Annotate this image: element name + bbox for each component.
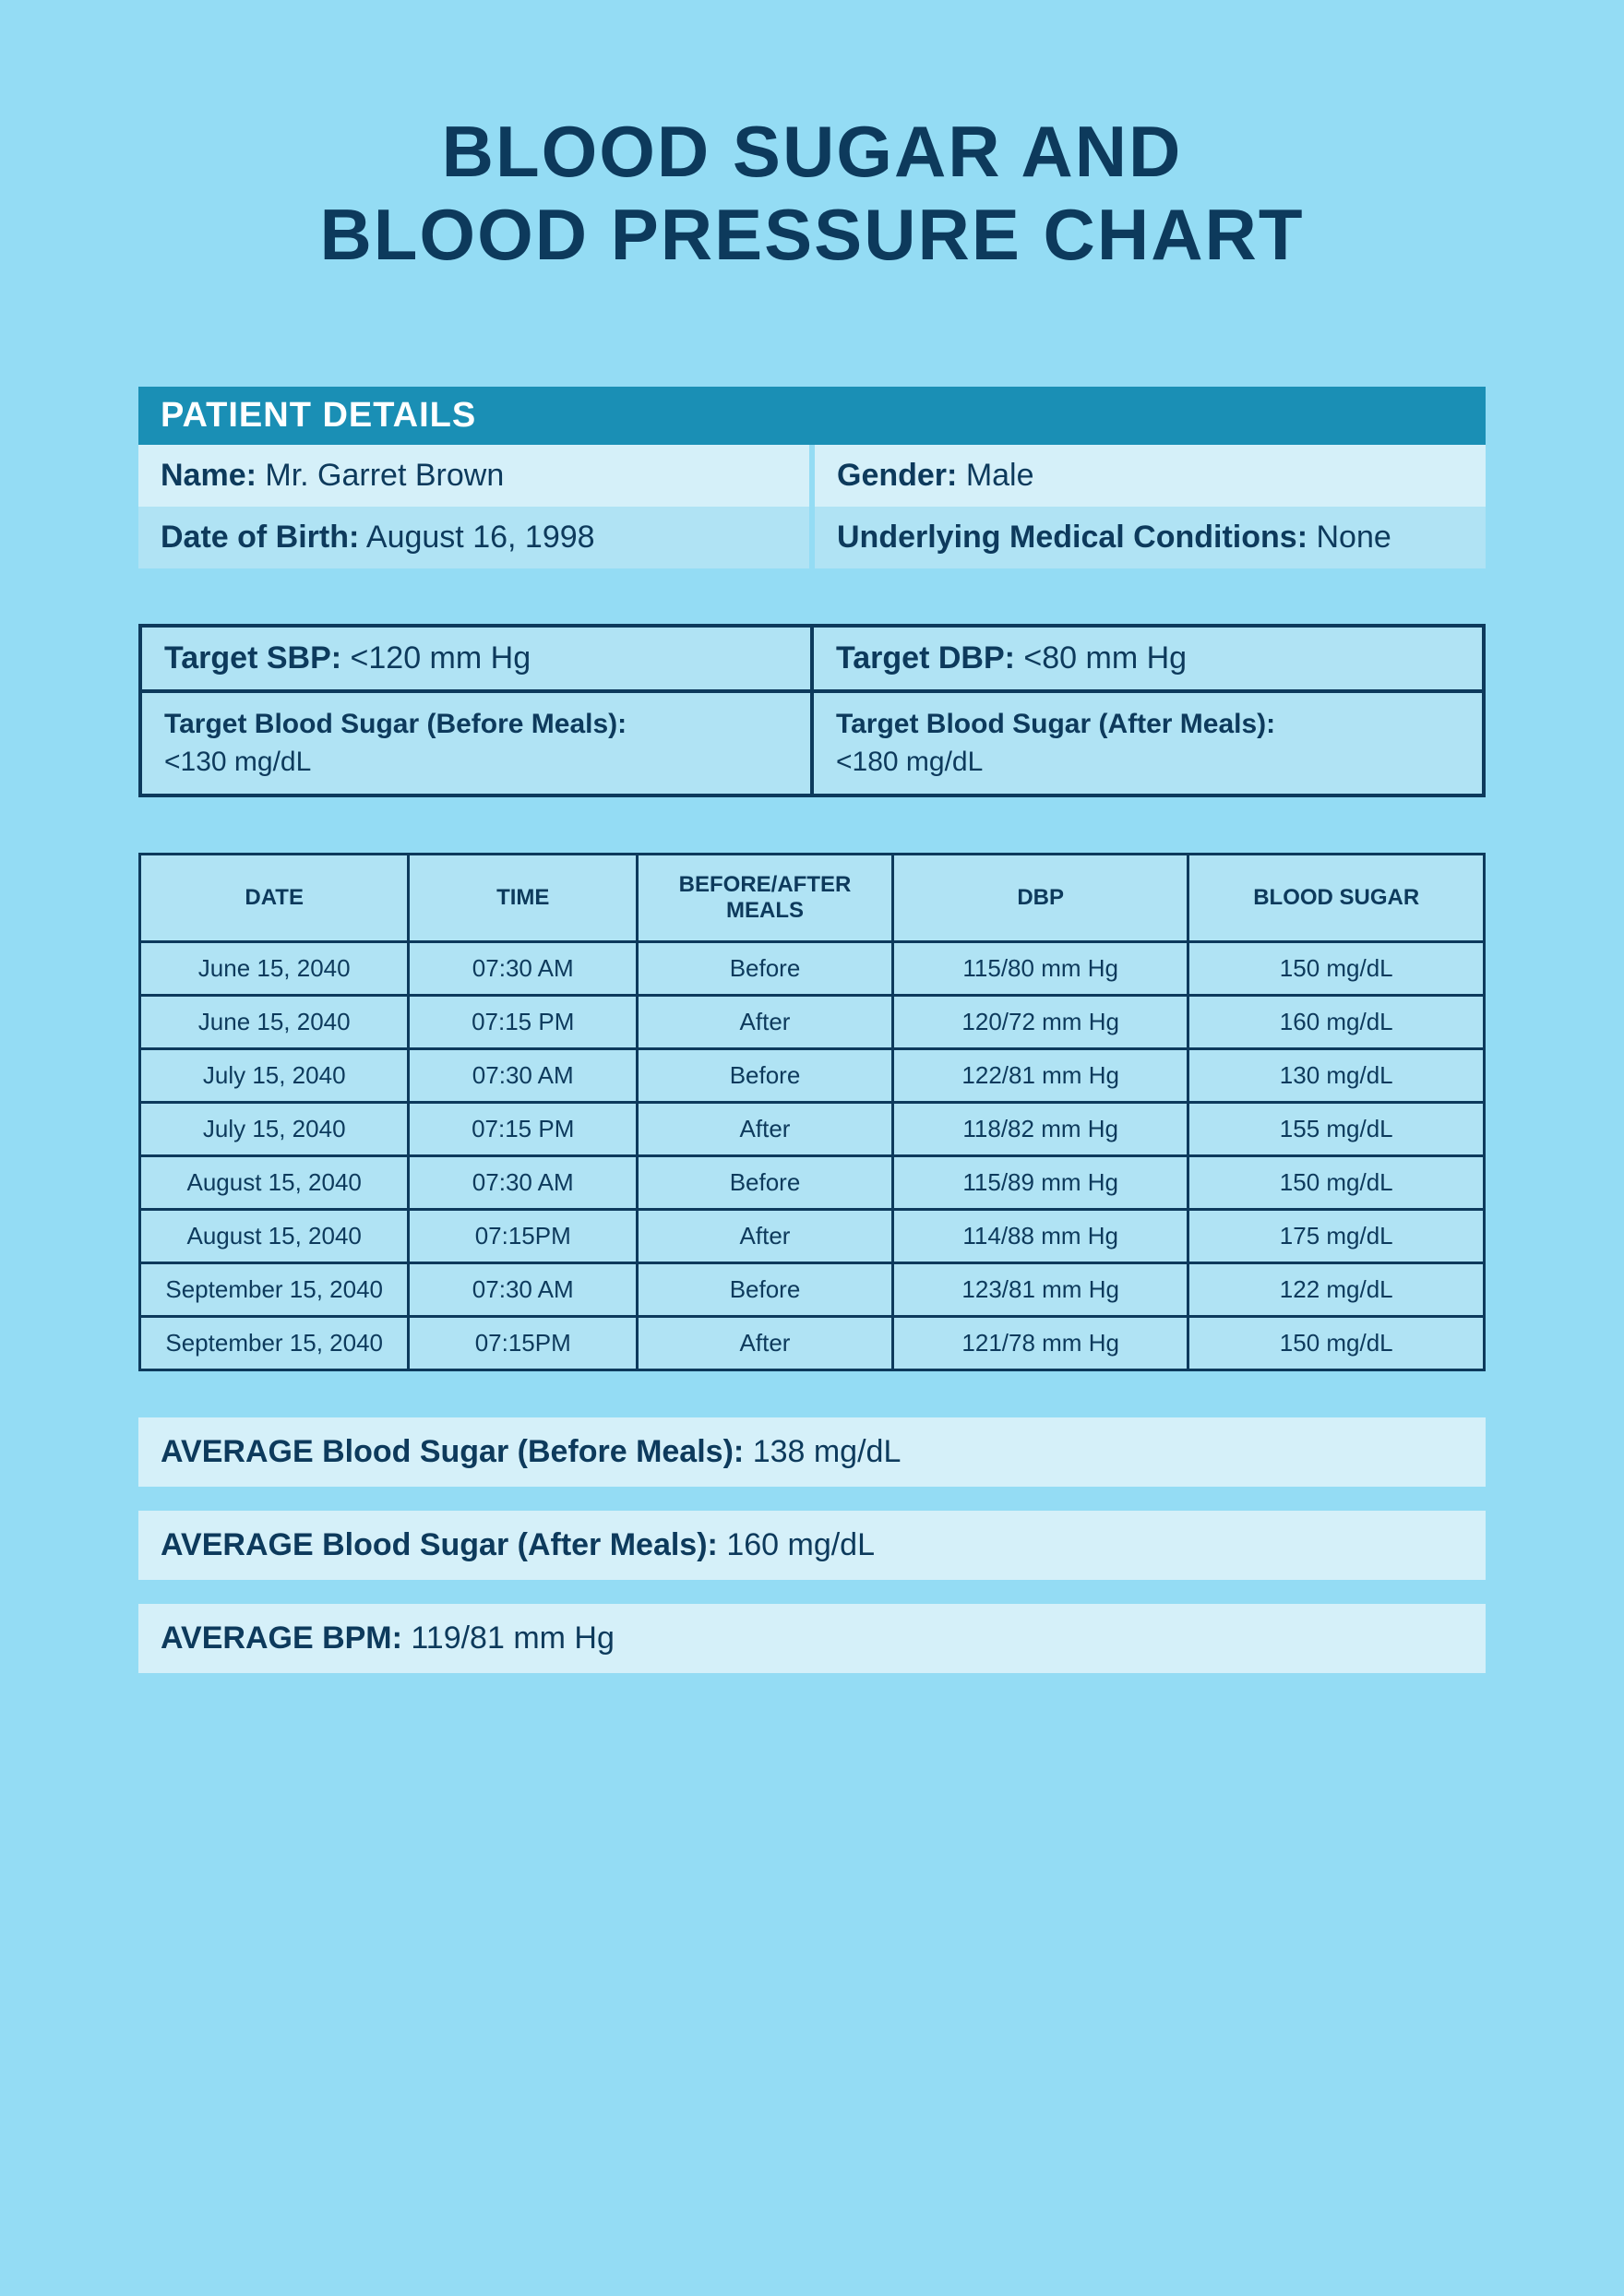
table-row: July 15, 204007:30 AMBefore122/81 mm Hg1… xyxy=(140,1048,1485,1102)
avg-bs-after-value: 160 mg/dL xyxy=(726,1527,875,1562)
target-bs-before-cell: Target Blood Sugar (Before Meals): <130 … xyxy=(142,689,814,794)
table-cell: 155 mg/dL xyxy=(1188,1102,1485,1155)
table-row: August 15, 204007:30 AMBefore115/89 mm H… xyxy=(140,1155,1485,1209)
target-bs-after-label: Target Blood Sugar (After Meals): xyxy=(836,709,1275,739)
readings-table: DATE TIME BEFORE/AFTER MEALS DBP BLOOD S… xyxy=(138,853,1486,1370)
table-row: August 15, 204007:15PMAfter114/88 mm Hg1… xyxy=(140,1209,1485,1262)
table-cell: After xyxy=(638,1316,893,1369)
table-row: July 15, 204007:15 PMAfter118/82 mm Hg15… xyxy=(140,1102,1485,1155)
gender-value: Male xyxy=(966,458,1034,493)
table-cell: 118/82 mm Hg xyxy=(892,1102,1188,1155)
table-cell: After xyxy=(638,1102,893,1155)
avg-bs-after-label: AVERAGE Blood Sugar (After Meals): xyxy=(161,1527,718,1562)
avg-bs-before-value: 138 mg/dL xyxy=(753,1434,902,1469)
table-cell: 114/88 mm Hg xyxy=(892,1209,1188,1262)
patient-details-section: PATIENT DETAILS Name: Mr. Garret Brown G… xyxy=(138,387,1486,568)
target-dbp-value: <80 mm Hg xyxy=(1023,640,1187,676)
table-cell: Before xyxy=(638,941,893,995)
target-bs-before-label: Target Blood Sugar (Before Meals): xyxy=(164,709,627,739)
table-cell: Before xyxy=(638,1262,893,1316)
avg-bpm-value: 119/81 mm Hg xyxy=(411,1620,614,1656)
table-cell: 150 mg/dL xyxy=(1188,941,1485,995)
conditions-value: None xyxy=(1316,520,1391,555)
col-meals: BEFORE/AFTER MEALS xyxy=(638,855,893,941)
targets-section: Target SBP: <120 mm Hg Target DBP: <80 m… xyxy=(138,624,1486,797)
target-dbp-cell: Target DBP: <80 mm Hg xyxy=(814,628,1482,689)
target-bs-after-value: <180 mg/dL xyxy=(836,747,983,777)
table-cell: 07:30 AM xyxy=(409,1262,638,1316)
col-dbp: DBP xyxy=(892,855,1188,941)
table-cell: 123/81 mm Hg xyxy=(892,1262,1188,1316)
table-cell: 130 mg/dL xyxy=(1188,1048,1485,1102)
table-row: June 15, 204007:15 PMAfter120/72 mm Hg16… xyxy=(140,995,1485,1048)
patient-details-header: PATIENT DETAILS xyxy=(138,387,1486,445)
title-line-1: BLOOD SUGAR AND xyxy=(138,111,1486,194)
target-sbp-value: <120 mm Hg xyxy=(351,640,531,676)
name-label: Name: xyxy=(161,458,257,493)
table-cell: 07:15 PM xyxy=(409,1102,638,1155)
table-cell: September 15, 2040 xyxy=(140,1262,409,1316)
table-cell: 115/80 mm Hg xyxy=(892,941,1188,995)
table-cell: 07:30 AM xyxy=(409,941,638,995)
avg-bpm: AVERAGE BPM: 119/81 mm Hg xyxy=(138,1604,1486,1673)
table-cell: 07:15 PM xyxy=(409,995,638,1048)
conditions-label: Underlying Medical Conditions: xyxy=(837,520,1308,555)
target-bs-after-cell: Target Blood Sugar (After Meals): <180 m… xyxy=(814,689,1482,794)
target-sbp-cell: Target SBP: <120 mm Hg xyxy=(142,628,814,689)
patient-name-cell: Name: Mr. Garret Brown xyxy=(138,445,809,507)
table-cell: After xyxy=(638,995,893,1048)
table-cell: July 15, 2040 xyxy=(140,1048,409,1102)
avg-bs-after: AVERAGE Blood Sugar (After Meals): 160 m… xyxy=(138,1511,1486,1580)
table-cell: After xyxy=(638,1209,893,1262)
target-bs-before-value: <130 mg/dL xyxy=(164,747,311,777)
table-cell: 120/72 mm Hg xyxy=(892,995,1188,1048)
avg-bpm-label: AVERAGE BPM: xyxy=(161,1620,402,1656)
col-date: DATE xyxy=(140,855,409,941)
table-cell: June 15, 2040 xyxy=(140,941,409,995)
table-cell: 07:15PM xyxy=(409,1316,638,1369)
table-cell: 150 mg/dL xyxy=(1188,1316,1485,1369)
col-bloodsugar: BLOOD SUGAR xyxy=(1188,855,1485,941)
table-cell: August 15, 2040 xyxy=(140,1155,409,1209)
avg-bs-before: AVERAGE Blood Sugar (Before Meals): 138 … xyxy=(138,1417,1486,1487)
gender-label: Gender: xyxy=(837,458,957,493)
table-row: September 15, 204007:30 AMBefore123/81 m… xyxy=(140,1262,1485,1316)
title-line-2: BLOOD PRESSURE CHART xyxy=(138,194,1486,277)
table-header-row: DATE TIME BEFORE/AFTER MEALS DBP BLOOD S… xyxy=(140,855,1485,941)
table-cell: 122/81 mm Hg xyxy=(892,1048,1188,1102)
patient-conditions-cell: Underlying Medical Conditions: None xyxy=(809,507,1486,568)
avg-bs-before-label: AVERAGE Blood Sugar (Before Meals): xyxy=(161,1434,744,1469)
page-title: BLOOD SUGAR AND BLOOD PRESSURE CHART xyxy=(138,111,1486,276)
table-cell: 122 mg/dL xyxy=(1188,1262,1485,1316)
patient-gender-cell: Gender: Male xyxy=(809,445,1486,507)
table-cell: 115/89 mm Hg xyxy=(892,1155,1188,1209)
name-value: Mr. Garret Brown xyxy=(265,458,504,493)
table-cell: 121/78 mm Hg xyxy=(892,1316,1188,1369)
table-cell: June 15, 2040 xyxy=(140,995,409,1048)
target-sbp-label: Target SBP: xyxy=(164,640,341,676)
table-cell: Before xyxy=(638,1155,893,1209)
table-cell: August 15, 2040 xyxy=(140,1209,409,1262)
dob-label: Date of Birth: xyxy=(161,520,359,555)
table-cell: 160 mg/dL xyxy=(1188,995,1485,1048)
table-cell: Before xyxy=(638,1048,893,1102)
table-cell: 07:15PM xyxy=(409,1209,638,1262)
patient-dob-cell: Date of Birth: August 16, 1998 xyxy=(138,507,809,568)
table-cell: September 15, 2040 xyxy=(140,1316,409,1369)
table-row: September 15, 204007:15PMAfter121/78 mm … xyxy=(140,1316,1485,1369)
table-cell: July 15, 2040 xyxy=(140,1102,409,1155)
averages-section: AVERAGE Blood Sugar (Before Meals): 138 … xyxy=(138,1417,1486,1673)
table-cell: 07:30 AM xyxy=(409,1048,638,1102)
col-time: TIME xyxy=(409,855,638,941)
table-row: June 15, 204007:30 AMBefore115/80 mm Hg1… xyxy=(140,941,1485,995)
table-cell: 07:30 AM xyxy=(409,1155,638,1209)
dob-value: August 16, 1998 xyxy=(366,520,595,555)
table-cell: 150 mg/dL xyxy=(1188,1155,1485,1209)
target-dbp-label: Target DBP: xyxy=(836,640,1015,676)
table-cell: 175 mg/dL xyxy=(1188,1209,1485,1262)
